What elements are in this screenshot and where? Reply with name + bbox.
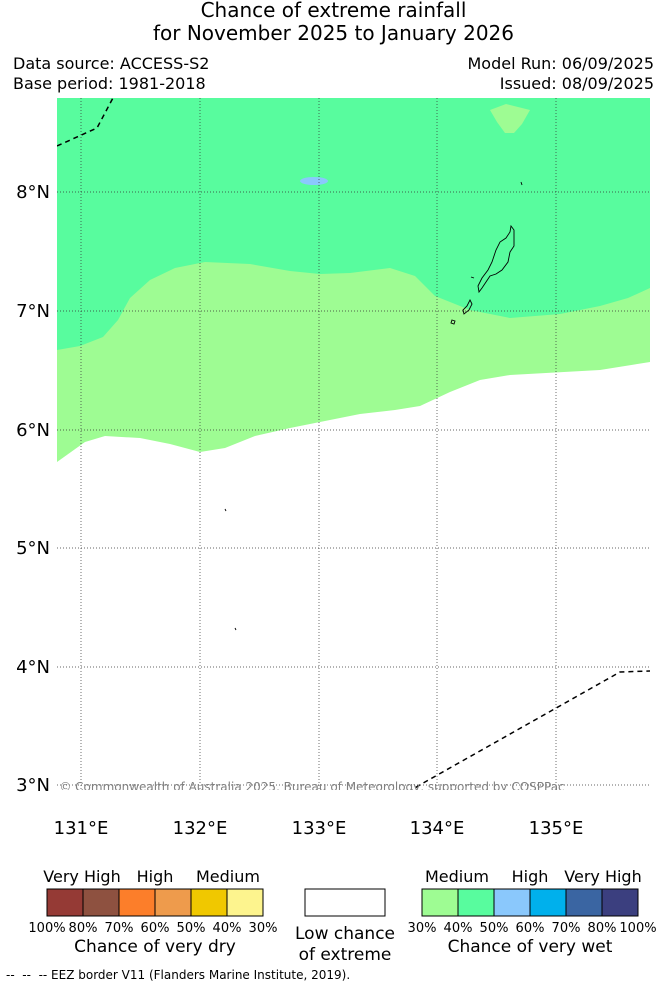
legend-wet-swatch-5 bbox=[566, 889, 602, 916]
legend-neutral: Low chance of extreme bbox=[295, 888, 395, 965]
wet-30-40-patch bbox=[490, 104, 530, 133]
legend-wet-medium: Medium bbox=[425, 867, 489, 886]
legend-dry-tick-50: 50% bbox=[177, 921, 206, 936]
legend-dry-tick-80: 80% bbox=[69, 921, 98, 936]
legend-dry-tick-100: 100% bbox=[28, 921, 65, 936]
legend-wet-tick-100: 100% bbox=[619, 921, 656, 936]
lon-label-131e: 131°E bbox=[54, 818, 109, 839]
issued-date: Issued: 08/09/2025 bbox=[499, 74, 654, 93]
lat-label-8n: 8°N bbox=[16, 182, 50, 203]
map-title-line1: Chance of extreme rainfall bbox=[200, 0, 467, 22]
lon-label-133e: 133°E bbox=[292, 818, 347, 839]
legend-wet-very-high: Very High bbox=[564, 867, 641, 886]
model-run: Model Run: 06/09/2025 bbox=[467, 54, 655, 73]
island-outlines bbox=[224, 181, 523, 631]
eez-border-southeast bbox=[409, 670, 650, 790]
latitude-labels: 8°N 7°N 6°N 5°N 4°N 3°N bbox=[16, 182, 50, 796]
data-source: Data source: ACCESS-S2 bbox=[13, 54, 210, 73]
legend-wet-swatch-3 bbox=[494, 889, 530, 916]
legend-dry-swatch-6 bbox=[227, 889, 263, 916]
lat-label-5n: 5°N bbox=[16, 538, 50, 559]
legend-wet-swatch-2 bbox=[458, 889, 494, 916]
legend-wet-tick-40: 40% bbox=[444, 921, 473, 936]
base-period: Base period: 1981-2018 bbox=[13, 74, 206, 93]
legend-dry-tick-40: 40% bbox=[213, 921, 242, 936]
lat-label-7n: 7°N bbox=[16, 301, 50, 322]
legend-wet: Medium High Very High 30% 40% 50% 60% 70… bbox=[408, 867, 657, 957]
rainfall-map: © Commonwealth of Australia 2025, Bureau… bbox=[57, 98, 650, 794]
map-title-line2: for November 2025 to January 2026 bbox=[152, 21, 515, 45]
map-copyright: © Commonwealth of Australia 2025, Bureau… bbox=[59, 780, 564, 794]
legend-dry-tick-30: 30% bbox=[249, 921, 278, 936]
legend-dry: Very High High Medium 100% 80% 70% 60% 5… bbox=[28, 867, 277, 957]
legend-wet-tick-60: 60% bbox=[516, 921, 545, 936]
legend-dry-high: High bbox=[137, 867, 174, 886]
legend-wet-tick-80: 80% bbox=[588, 921, 617, 936]
legend-wet-tick-50: 50% bbox=[480, 921, 509, 936]
gridlines bbox=[57, 98, 650, 790]
legend-wet-high: High bbox=[512, 867, 549, 886]
legend-dry-medium: Medium bbox=[196, 867, 260, 886]
lon-label-132e: 132°E bbox=[173, 818, 228, 839]
legend-dry-swatch-5 bbox=[191, 889, 227, 916]
lat-label-3n: 3°N bbox=[16, 775, 50, 796]
longitude-labels: 131°E 132°E 133°E 134°E 135°E bbox=[54, 818, 584, 839]
legend-dry-swatch-3 bbox=[119, 889, 155, 916]
legend-dry-caption: Chance of very dry bbox=[74, 937, 236, 957]
lon-label-134e: 134°E bbox=[410, 818, 465, 839]
lat-label-6n: 6°N bbox=[16, 420, 50, 441]
legend-wet-caption: Chance of very wet bbox=[448, 937, 613, 957]
legend-wet-swatch-1 bbox=[422, 889, 458, 916]
lon-label-135e: 135°E bbox=[529, 818, 584, 839]
legend-dry-swatch-2 bbox=[83, 889, 119, 916]
legend-dry-tick-70: 70% bbox=[105, 921, 134, 936]
legend-wet-swatch-4 bbox=[530, 889, 566, 916]
legend-wet-swatch-6 bbox=[602, 889, 638, 916]
legend-neutral-swatch bbox=[304, 888, 386, 917]
legend-dry-swatch-1 bbox=[47, 889, 83, 916]
eez-footnote: -- -- -- EEZ border V11 (Flanders Marine… bbox=[6, 968, 350, 982]
legend-wet-tick-70: 70% bbox=[552, 921, 581, 936]
legend-dry-swatch-4 bbox=[155, 889, 191, 916]
wet-40-50-region bbox=[57, 98, 650, 350]
legend-wet-tick-30: 30% bbox=[408, 921, 437, 936]
legend-dry-tick-60: 60% bbox=[141, 921, 170, 936]
lat-label-4n: 4°N bbox=[16, 657, 50, 678]
legend-neutral-caption-line2: of extreme bbox=[299, 945, 392, 965]
legend-neutral-caption-line1: Low chance bbox=[295, 924, 395, 944]
legend-dry-very-high: Very High bbox=[43, 867, 120, 886]
wet-50-60-patch bbox=[300, 177, 328, 185]
